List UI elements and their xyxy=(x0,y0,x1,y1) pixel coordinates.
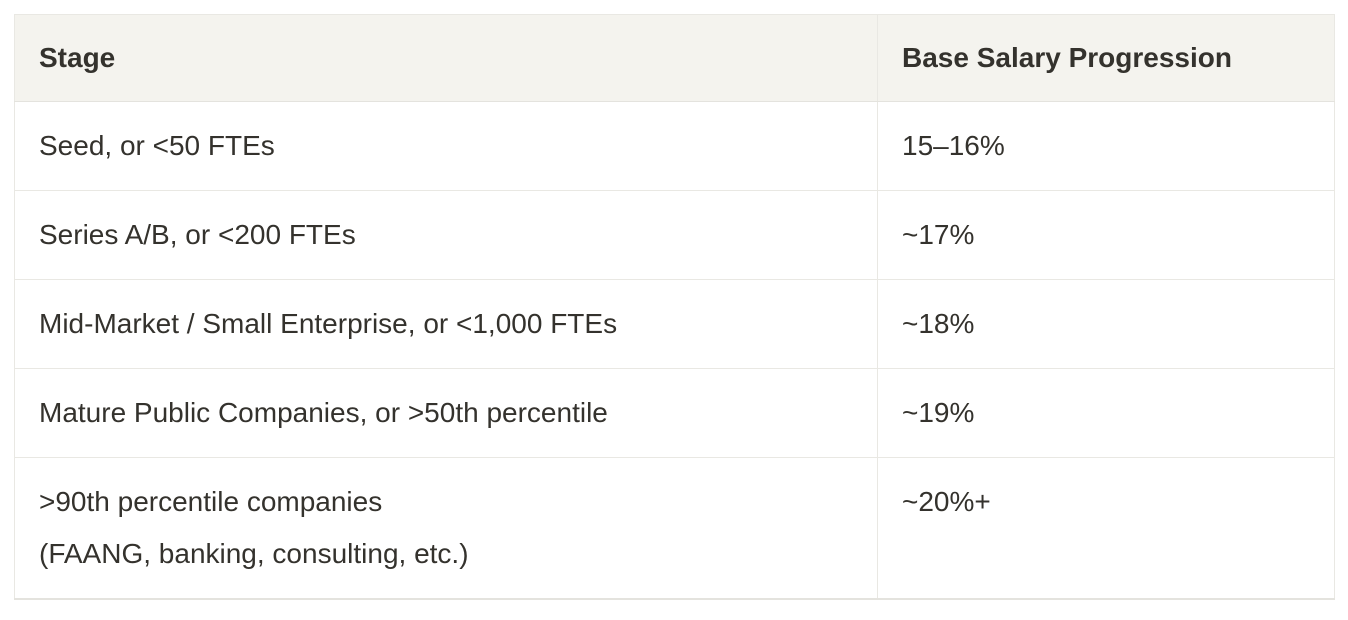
stage-cell: Mature Public Companies, or >50th percen… xyxy=(14,368,878,458)
stage-cell: >90th percentile companies (FAANG, banki… xyxy=(14,457,878,600)
stage-cell: Mid-Market / Small Enterprise, or <1,000… xyxy=(14,279,878,369)
salary-table-container: Stage Base Salary Progression Seed, or <… xyxy=(14,14,1335,600)
header-row: Stage Base Salary Progression xyxy=(14,14,1335,102)
table-row: Seed, or <50 FTEs 15–16% xyxy=(14,101,1335,191)
progression-cell: ~20%+ xyxy=(877,457,1335,600)
column-header-base-salary-progression: Base Salary Progression xyxy=(877,14,1335,102)
table-row: Mature Public Companies, or >50th percen… xyxy=(14,368,1335,458)
table-row: Series A/B, or <200 FTEs ~17% xyxy=(14,190,1335,280)
stage-cell: Seed, or <50 FTEs xyxy=(14,101,878,191)
column-header-stage: Stage xyxy=(14,14,878,102)
base-salary-progression-table: Stage Base Salary Progression Seed, or <… xyxy=(14,14,1335,600)
stage-cell: Series A/B, or <200 FTEs xyxy=(14,190,878,280)
progression-cell: ~17% xyxy=(877,190,1335,280)
progression-cell: ~18% xyxy=(877,279,1335,369)
table-row: >90th percentile companies (FAANG, banki… xyxy=(14,457,1335,600)
progression-cell: 15–16% xyxy=(877,101,1335,191)
progression-cell: ~19% xyxy=(877,368,1335,458)
table-row: Mid-Market / Small Enterprise, or <1,000… xyxy=(14,279,1335,369)
